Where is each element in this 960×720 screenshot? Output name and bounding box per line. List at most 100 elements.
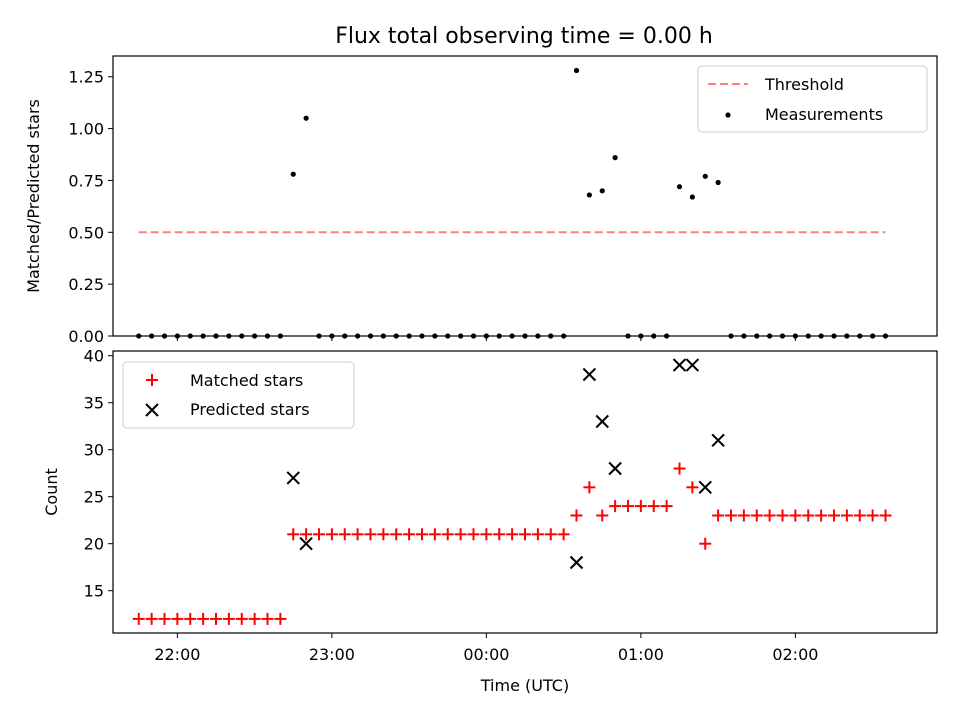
- legend-matched-label: Matched stars: [190, 371, 303, 390]
- matched-point: [338, 528, 351, 541]
- measurement-point: [612, 155, 618, 161]
- count-y-tick-label-0: 15: [84, 582, 104, 601]
- x-tick-label-3: 01:00: [618, 645, 664, 664]
- matched-point: [686, 481, 699, 494]
- x-tick-label-4: 02:00: [772, 645, 818, 664]
- count-y-axis: 15 20 25 30 35 40: [84, 347, 113, 601]
- matched-point: [634, 500, 647, 513]
- matched-point: [441, 528, 454, 541]
- measurement-point: [303, 115, 309, 121]
- ratio-plot-frame: [112, 55, 938, 337]
- matched-point: [879, 509, 892, 522]
- count-y-tick-label-1: 20: [84, 535, 104, 554]
- predicted-point: [685, 358, 700, 372]
- measurement-point: [715, 179, 721, 186]
- measurement-point: [599, 188, 605, 194]
- count-y-tick-label-4: 35: [84, 394, 104, 413]
- matched-point: [325, 528, 338, 541]
- ratio-y-tick-label-4: 1.00: [68, 120, 104, 139]
- matched-point: [596, 509, 609, 522]
- ratio-y-tick-label-3: 0.75: [68, 171, 104, 190]
- matched-point: [557, 528, 570, 541]
- matched-point: [377, 528, 390, 541]
- matched-point: [467, 528, 480, 541]
- matched-point: [840, 509, 853, 522]
- matched-point: [480, 528, 493, 541]
- predicted-point: [711, 433, 725, 448]
- matched-point: [828, 509, 840, 522]
- matched-point: [866, 509, 879, 522]
- count-y-label: Count: [42, 468, 61, 516]
- matched-point: [544, 528, 557, 541]
- matched-point: [416, 528, 428, 541]
- matched-point: [132, 612, 145, 625]
- matched-point: [261, 612, 274, 625]
- predicted-point: [299, 536, 313, 551]
- predicted-point: [286, 471, 300, 485]
- matched-point: [725, 509, 737, 522]
- matched-point: [403, 528, 416, 541]
- predicted-point: [582, 367, 597, 382]
- ratio-y-tick-label-0: 0.00: [68, 327, 104, 346]
- matched-point: [506, 528, 519, 541]
- matched-point: [815, 509, 828, 522]
- matched-point: [428, 528, 441, 541]
- matched-point: [313, 528, 325, 541]
- measurement-point: [586, 192, 592, 198]
- chart-title: Flux total observing time = 0.00 h: [335, 24, 713, 49]
- count-plot-frame: [112, 350, 938, 634]
- count-y-tick-label-3: 30: [84, 441, 104, 460]
- matched-point: [802, 509, 815, 522]
- matched-point: [853, 509, 866, 522]
- matched-point: [750, 509, 763, 522]
- matched-point: [210, 612, 222, 625]
- matched-point: [197, 612, 210, 625]
- measurement-point: [290, 171, 296, 177]
- matched-point: [222, 612, 235, 625]
- matched-point: [609, 500, 622, 513]
- matched-point: [737, 509, 750, 522]
- matched-point: [622, 500, 634, 513]
- matched-point: [145, 612, 158, 625]
- ratio-y-label: Matched/Predicted stars: [24, 99, 43, 293]
- matched-point: [660, 500, 673, 513]
- x-tick-label-1: 23:00: [309, 645, 355, 664]
- predicted-point: [698, 480, 712, 495]
- matched-point: [364, 528, 377, 541]
- legend-measurements-swatch: [725, 112, 731, 118]
- matched-point: [158, 612, 171, 625]
- ratio-legend: Threshold Measurements: [697, 65, 928, 133]
- predicted-point: [595, 414, 609, 429]
- count-x-axis: 22:00 23:00 00:00 01:00 02:00: [154, 633, 818, 664]
- matched-point: [647, 500, 660, 513]
- measurement-point: [676, 184, 683, 190]
- matched-point: [673, 462, 686, 475]
- x-axis-label: Time (UTC): [480, 676, 569, 695]
- count-panel: 15 20 25 30 35 40 22:00 23:00 00:00 01:00 02:00 C…: [42, 347, 938, 695]
- predicted-point: [569, 555, 584, 570]
- measurement-point: [689, 194, 695, 200]
- ratio-y-tick-label-1: 0.25: [68, 275, 104, 294]
- matched-point: [570, 509, 583, 522]
- matched-point: [300, 528, 313, 541]
- legend-predicted-label: Predicted stars: [190, 400, 310, 419]
- predicted-point: [672, 358, 687, 372]
- legend-matched-swatch: [146, 374, 158, 386]
- matched-point: [519, 528, 531, 541]
- measurement-point: [702, 173, 708, 179]
- ratio-panel: 0.00 0.25 0.50 0.75 1.00 1.25 Matched/Predict…: [24, 55, 938, 346]
- legend-measurements-label: Measurements: [765, 105, 883, 124]
- ratio-x-ticks: [176, 336, 796, 341]
- ratio-y-axis: 0.00 0.25 0.50 0.75 1.00 1.25: [68, 68, 113, 346]
- matched-point: [789, 509, 802, 522]
- matched-point: [493, 528, 506, 541]
- legend-threshold-label: Threshold: [764, 75, 844, 94]
- matched-point: [184, 612, 197, 625]
- matched-point: [390, 528, 403, 541]
- measurement-point: [573, 67, 580, 74]
- matched-point: [712, 509, 725, 522]
- count-marks: [132, 358, 892, 625]
- matched-point: [583, 481, 596, 494]
- matched-point: [531, 528, 544, 541]
